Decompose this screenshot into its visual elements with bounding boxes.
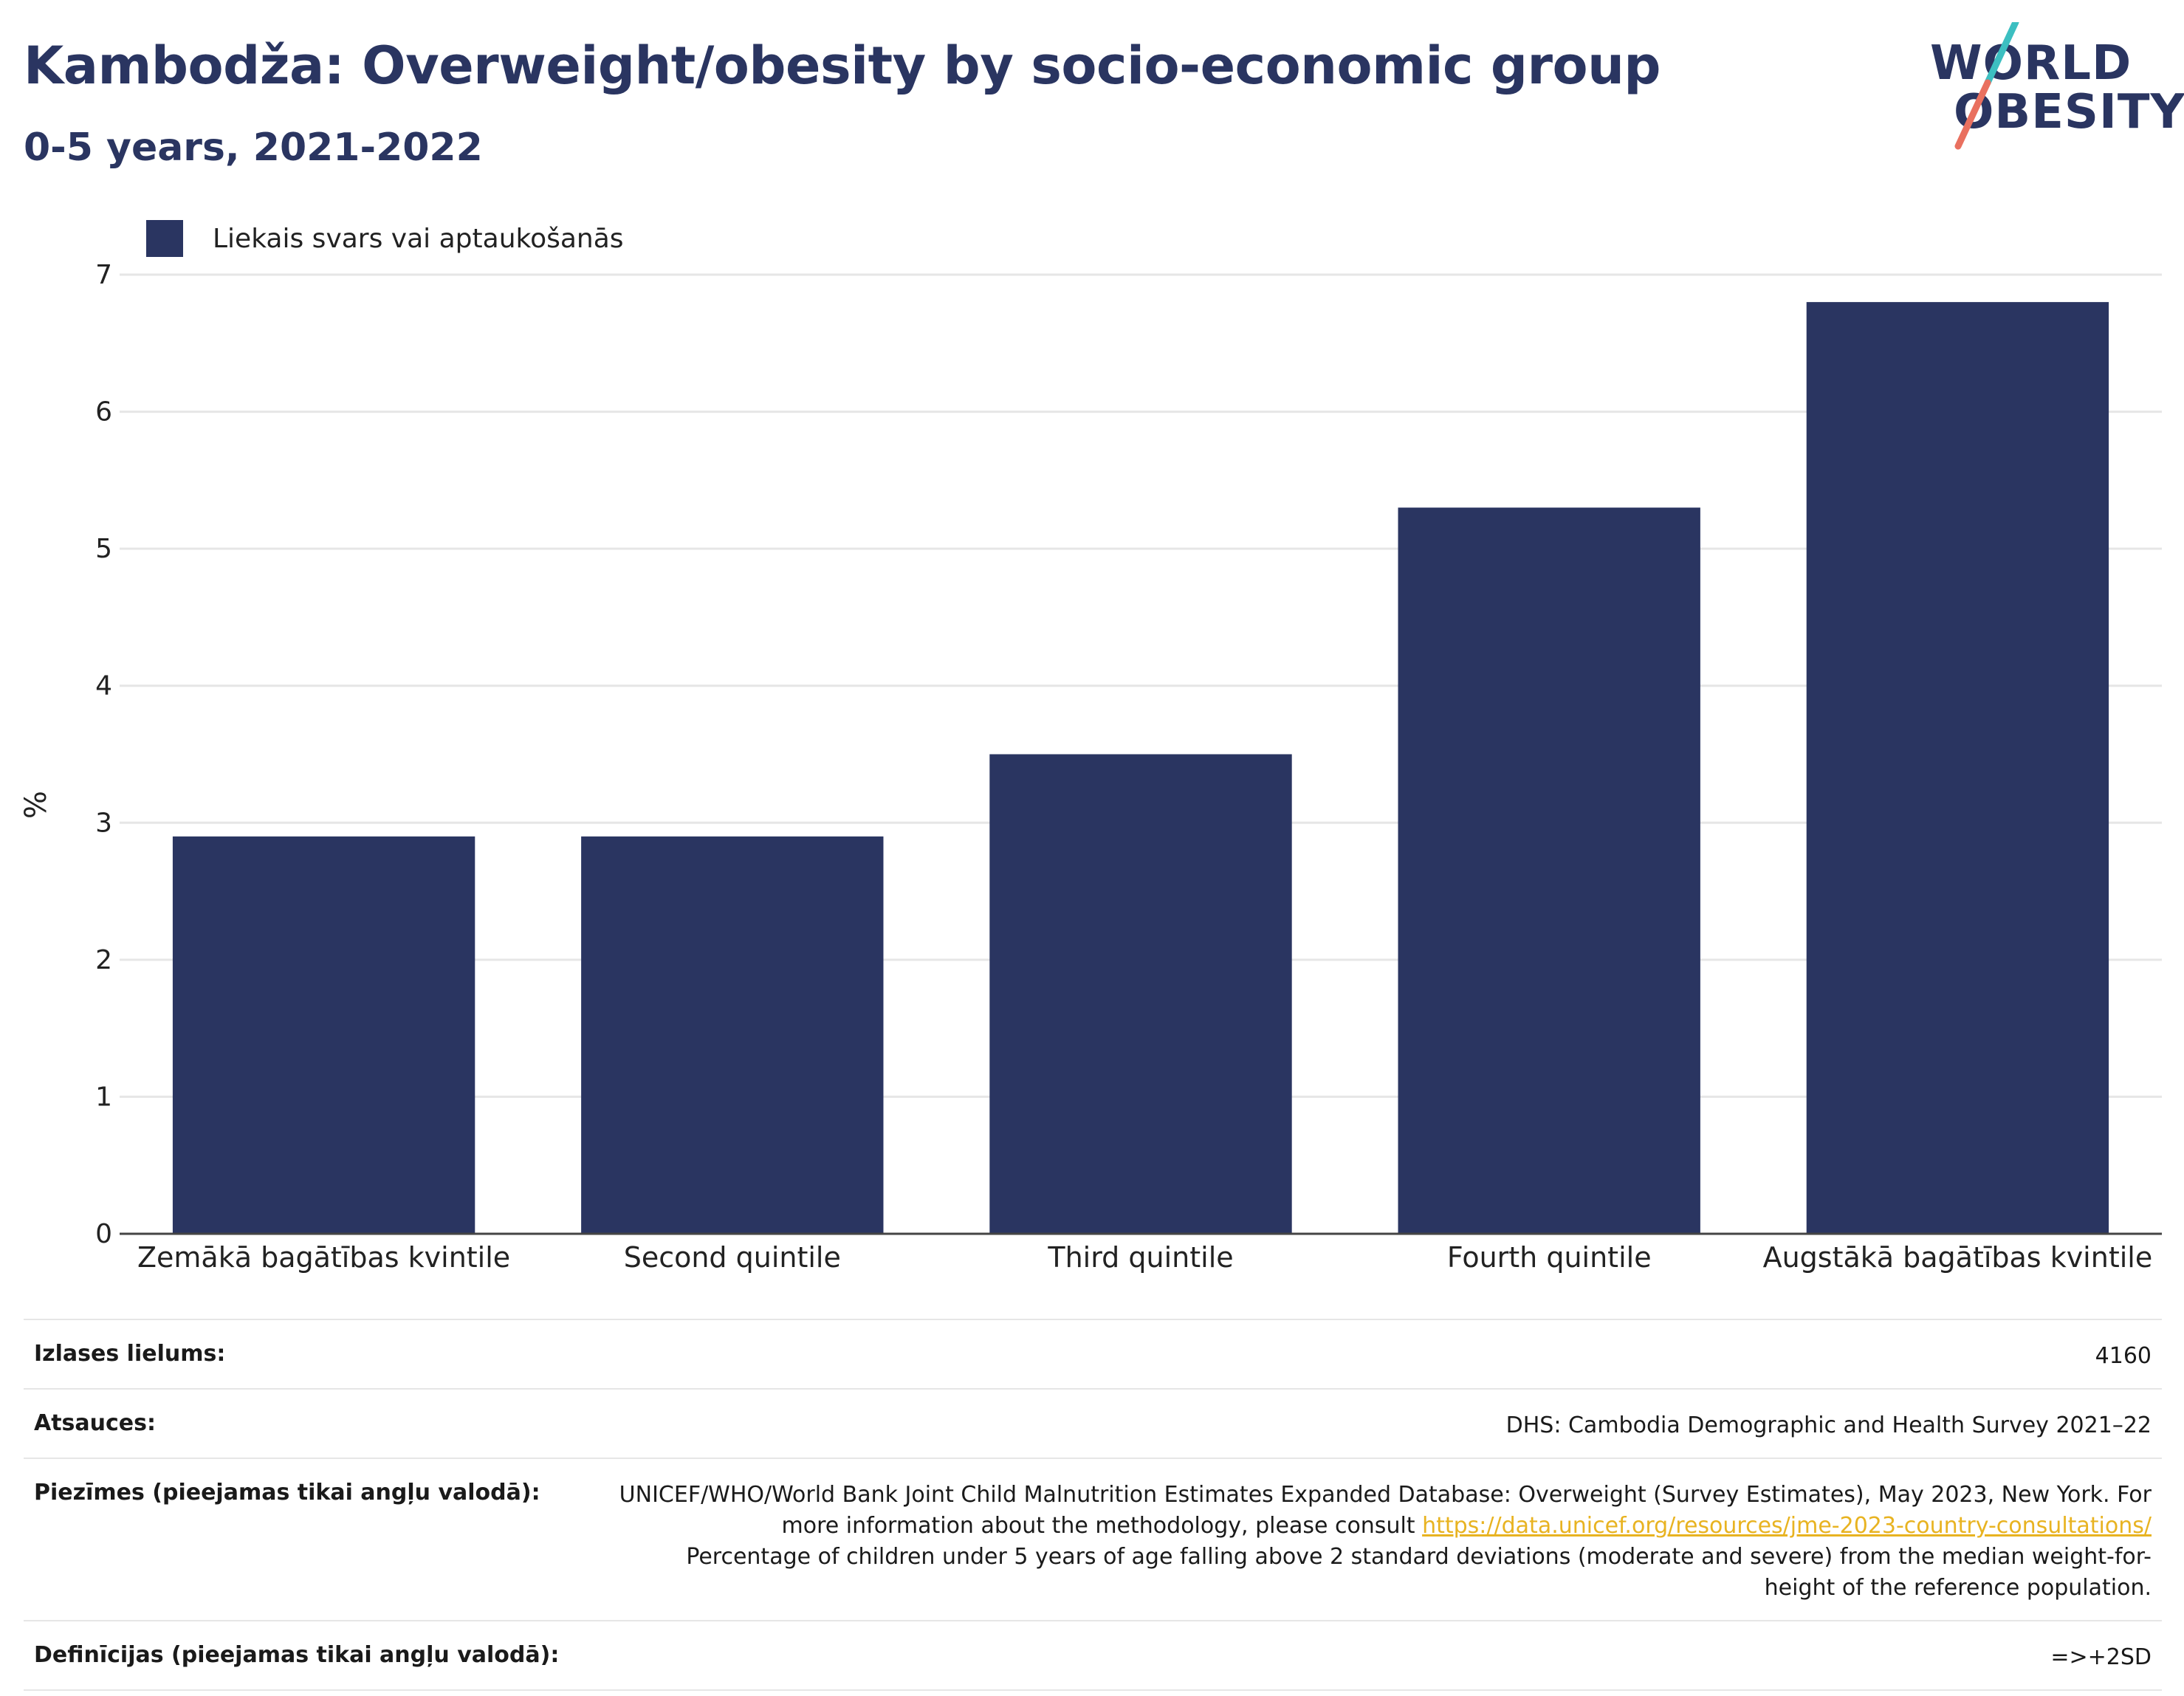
notes-row: Piezīmes (pieejamas tikai angļu valodā):…	[24, 1458, 2162, 1620]
logo-word-world: WORLD	[1930, 36, 2132, 91]
definitions-label: Definīcijas (pieejamas tikai angļu valod…	[34, 1642, 560, 1668]
chart-subtitle: 0-5 years, 2021-2022	[24, 126, 483, 170]
sample-size-label: Izlases lielums:	[34, 1341, 226, 1367]
definitions-row: Definīcijas (pieejamas tikai angļu valod…	[24, 1620, 2162, 1691]
sources-value: DHS: Cambodia Demographic and Health Sur…	[1505, 1412, 2152, 1438]
notes-label: Piezīmes (pieejamas tikai angļu valodā):	[34, 1480, 540, 1506]
logo-slash-icon	[1954, 22, 2019, 150]
notes-text-2: Percentage of children under 5 years of …	[686, 1544, 2152, 1601]
notes-value: UNICEF/WHO/World Bank Joint Child Malnut…	[616, 1480, 2152, 1604]
sources-row: Atsauces: DHS: Cambodia Demographic and …	[24, 1388, 2162, 1458]
y-tick-label: 3	[95, 808, 112, 838]
y-tick-label: 4	[95, 671, 112, 701]
bar	[989, 754, 1292, 1234]
y-tick-label: 5	[95, 534, 112, 564]
bar	[581, 836, 884, 1234]
bar	[1398, 507, 1700, 1234]
sample-size-value: 4160	[2095, 1343, 2152, 1369]
x-tick-label: Augstākā bagātības kvintile	[1763, 1241, 2153, 1274]
x-tick-label: Fourth quintile	[1447, 1241, 1652, 1274]
notes-text-1: UNICEF/WHO/World Bank Joint Child Malnut…	[619, 1482, 2152, 1539]
legend-swatch	[146, 220, 183, 257]
y-tick-label: 7	[95, 260, 112, 290]
bar	[172, 836, 475, 1234]
notes-link[interactable]: https://data.unicef.org/resources/jme-20…	[1422, 1513, 2152, 1539]
x-tick-label: Zemākā bagātības kvintile	[137, 1241, 510, 1274]
logo-word-obesity: OBESITY	[1954, 85, 2184, 140]
y-tick-label: 1	[95, 1082, 112, 1112]
sources-label: Atsauces:	[34, 1410, 156, 1436]
sample-size-row: Izlases lielums: 4160	[24, 1319, 2162, 1388]
y-axis-label: %	[19, 791, 53, 819]
world-obesity-logo: WORLD OBESITY	[1920, 22, 2184, 155]
chart-title: Kambodža: Overweight/obesity by socio-ec…	[24, 35, 1661, 96]
legend-label: Liekais svars vai aptaukošanās	[213, 223, 624, 254]
legend: Liekais svars vai aptaukošanās	[146, 220, 624, 257]
y-tick-label: 2	[95, 945, 112, 975]
x-tick-label: Second quintile	[624, 1241, 841, 1274]
info-table: Izlases lielums: 4160 Atsauces: DHS: Cam…	[24, 1319, 2162, 1691]
y-tick-label: 0	[95, 1219, 112, 1249]
definitions-value: =>+2SD	[2050, 1644, 2152, 1670]
y-tick-label: 6	[95, 397, 112, 428]
x-tick-label: Third quintile	[1047, 1241, 1233, 1274]
bar	[1806, 302, 2109, 1235]
bar-chart: 0 1 2 3 4 5 6 7% Zemākā bagātības kvintile Second…	[19, 260, 2162, 1274]
